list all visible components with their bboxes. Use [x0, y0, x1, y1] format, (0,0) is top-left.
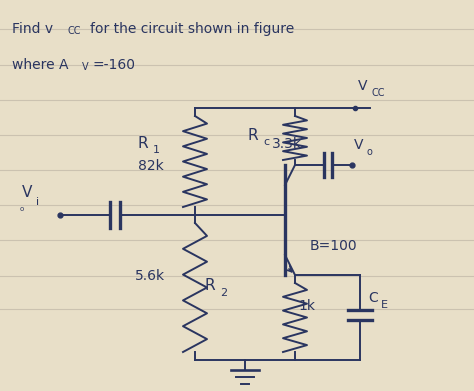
Text: R: R	[138, 136, 149, 151]
Text: 5.6k: 5.6k	[135, 269, 165, 283]
Text: 1: 1	[153, 145, 160, 155]
Text: o: o	[20, 206, 24, 212]
Text: 2: 2	[220, 288, 227, 298]
Text: Find v: Find v	[12, 22, 53, 36]
Text: V: V	[358, 79, 367, 93]
Text: where A: where A	[12, 58, 69, 72]
Text: E: E	[381, 300, 388, 310]
Text: V: V	[22, 185, 32, 200]
Text: c: c	[263, 137, 269, 147]
Text: B=100: B=100	[310, 239, 357, 253]
Text: 3.3k: 3.3k	[272, 137, 302, 151]
Text: CC: CC	[68, 26, 82, 36]
Text: for the circuit shown in figure: for the circuit shown in figure	[90, 22, 294, 36]
Text: R: R	[248, 128, 259, 143]
Text: V: V	[82, 62, 89, 72]
Text: CC: CC	[372, 88, 385, 98]
Text: i: i	[36, 197, 39, 207]
Text: C: C	[368, 291, 378, 305]
Text: R: R	[205, 278, 216, 293]
Text: V: V	[354, 138, 364, 152]
Text: 1k: 1k	[298, 299, 315, 313]
Text: 82k: 82k	[138, 159, 164, 173]
Text: o: o	[367, 147, 373, 157]
Text: =-160: =-160	[93, 58, 136, 72]
